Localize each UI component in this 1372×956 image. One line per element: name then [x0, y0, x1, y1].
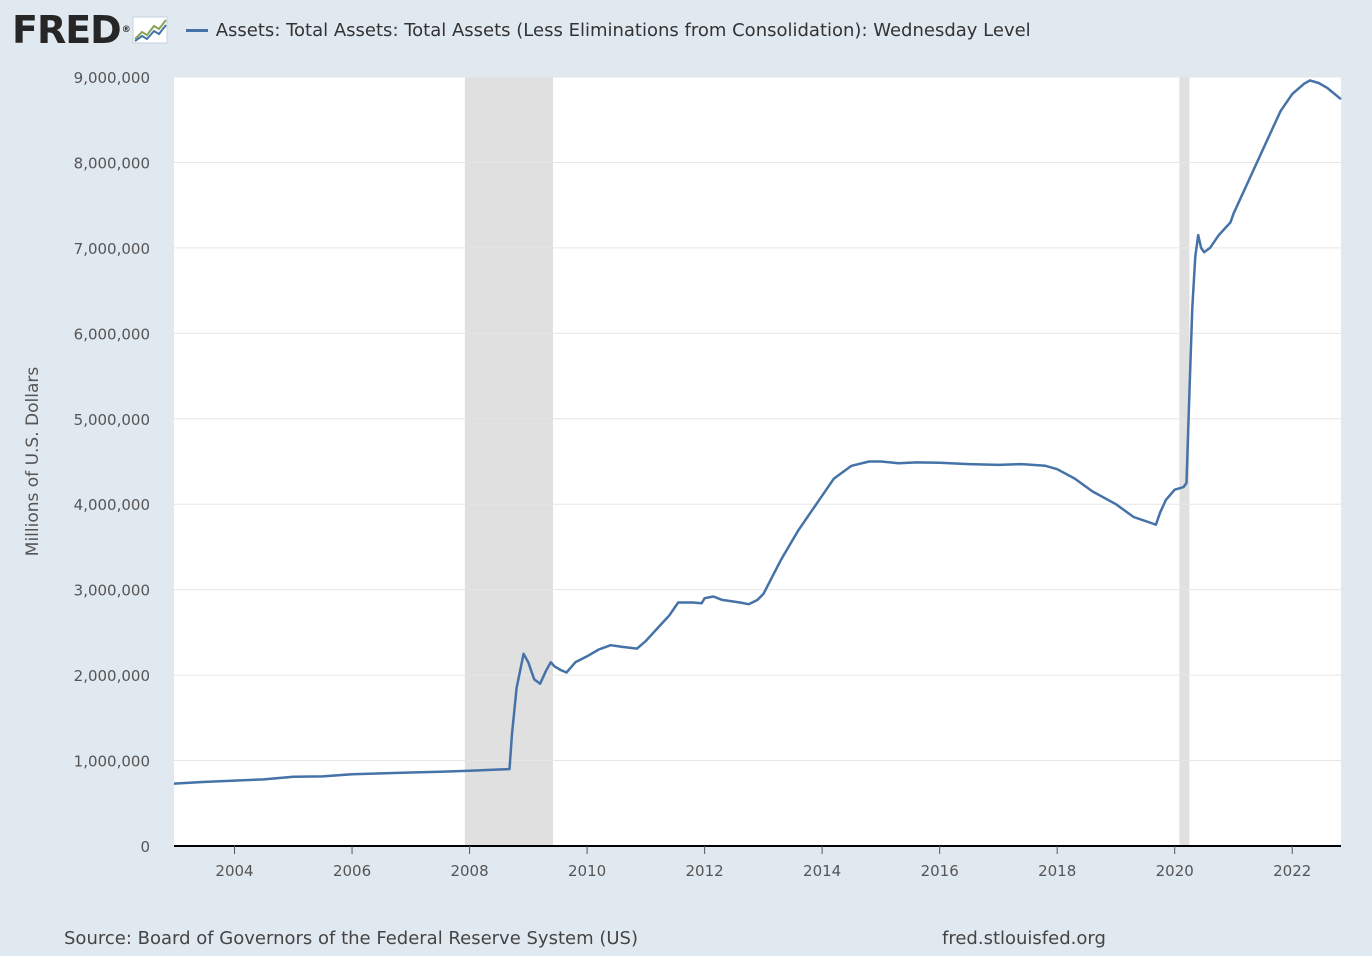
- fred-logo-text: FRED: [12, 8, 122, 52]
- x-tick-label: 2004: [215, 862, 253, 880]
- y-tick-label: 3,000,000: [74, 582, 150, 600]
- line-graph-icon: [132, 15, 170, 49]
- y-tick-label: 4,000,000: [74, 496, 150, 514]
- y-tick-label: 2,000,000: [74, 667, 150, 685]
- recession-band: [1179, 77, 1190, 846]
- y-tick-label: 6,000,000: [74, 325, 150, 343]
- y-tick-label: 1,000,000: [74, 753, 150, 771]
- plot-background: [174, 77, 1341, 846]
- y-tick-label: 7,000,000: [74, 240, 150, 258]
- y-axis-title: Millions of U.S. Dollars: [23, 367, 43, 557]
- x-tick-label: 2022: [1273, 862, 1311, 880]
- fred-logo[interactable]: FRED®: [12, 8, 131, 52]
- y-tick-label: 5,000,000: [74, 411, 150, 429]
- registered-mark: ®: [121, 25, 131, 35]
- site-link[interactable]: fred.stlouisfed.org: [942, 928, 1106, 949]
- x-tick-label: 2016: [921, 862, 959, 880]
- x-tick-label: 2008: [450, 862, 488, 880]
- y-tick-label: 8,000,000: [74, 154, 150, 172]
- legend-label: Assets: Total Assets: Total Assets (Less…: [215, 19, 1031, 41]
- y-tick-label: 9,000,000: [74, 69, 150, 87]
- x-tick-label: 2014: [803, 862, 841, 880]
- x-tick-label: 2018: [1038, 862, 1076, 880]
- x-tick-label: 2020: [1156, 862, 1194, 880]
- recession-band: [464, 77, 554, 846]
- legend-swatch: [185, 28, 208, 32]
- chart-header: FRED® Assets: Total Assets: Total Assets…: [12, 8, 1031, 52]
- x-tick-label: 2010: [568, 862, 606, 880]
- source-note: Source: Board of Governors of the Federa…: [64, 928, 638, 949]
- series-line: [173, 79, 1342, 785]
- legend[interactable]: Assets: Total Assets: Total Assets (Less…: [185, 19, 1031, 41]
- y-tick-label: 0: [140, 838, 150, 856]
- x-tick-label: 2006: [333, 862, 371, 880]
- x-tick-label: 2012: [686, 862, 724, 880]
